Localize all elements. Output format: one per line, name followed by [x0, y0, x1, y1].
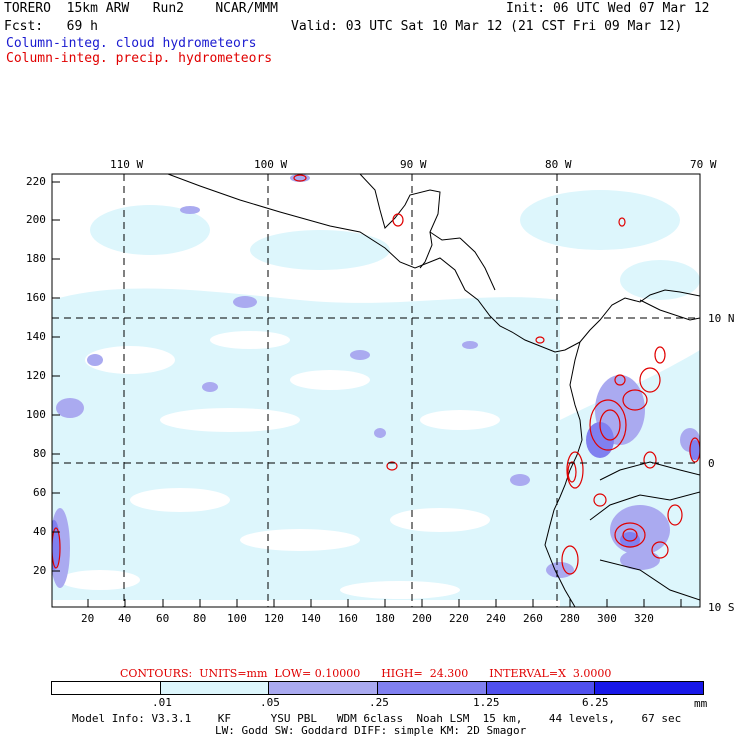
x-tick-label: 80	[193, 612, 207, 625]
x-tick-label: 220	[449, 612, 469, 625]
y-tick-label: 140	[26, 330, 46, 343]
y-tick-label: 200	[26, 213, 46, 226]
x-tick-label: 140	[301, 612, 321, 625]
cloud-shading-layer	[52, 174, 700, 607]
colorbar-label: .01	[152, 696, 172, 709]
colorbar-segment-4	[486, 682, 596, 694]
y-tick-label: 40	[33, 525, 47, 538]
x-tick-label: 240	[486, 612, 506, 625]
colorbar-segment-2	[269, 682, 379, 694]
x-tick-label: 20	[81, 612, 95, 625]
precip-contour-layer	[52, 174, 700, 575]
lon-label-110w: 110 W	[110, 158, 144, 171]
coastline-layer	[167, 174, 700, 607]
x-tick-label: 200	[412, 612, 432, 625]
lat-lon-grid	[52, 174, 700, 607]
y-tick-label: 160	[26, 291, 46, 304]
map-frame	[51, 173, 701, 608]
precip-hydrometeors-label: Column-integ. precip. hydrometeors	[6, 51, 273, 66]
y-tick-label: 220	[26, 175, 46, 188]
axis-ticks	[52, 181, 682, 607]
x-tick-label: 160	[338, 612, 358, 625]
header-forecast-hour: Fcst: 69 h	[4, 19, 98, 34]
x-tick-label: 120	[264, 612, 284, 625]
lon-label-90w: 90 W	[400, 158, 427, 171]
header-left-line1: TORERO 15km ARW Run2 NCAR/MMM	[4, 1, 278, 16]
x-tick-label: 180	[375, 612, 395, 625]
y-tick-label: 20	[33, 564, 47, 577]
y-tick-label: 60	[33, 486, 47, 499]
colorbar-label: 1.25	[473, 696, 500, 709]
y-tick-label: 180	[26, 252, 46, 265]
colorbar	[51, 681, 704, 695]
x-tick-label: 320	[634, 612, 654, 625]
lon-label-100w: 100 W	[254, 158, 288, 171]
contour-info: CONTOURS: UNITS=mm LOW= 0.10000 HIGH= 24…	[120, 667, 612, 680]
colorbar-label: .25	[369, 696, 389, 709]
lon-label-70w: 70 W	[690, 158, 717, 171]
colorbar-segment-0	[52, 682, 161, 694]
header-init-time: Init: 06 UTC Wed 07 Mar 12	[506, 1, 710, 16]
colorbar-segment-5	[595, 682, 704, 694]
colorbar-units: mm	[694, 697, 708, 710]
y-tick-label: 120	[26, 369, 46, 382]
x-tick-label: 100	[227, 612, 247, 625]
colorbar-segment-3	[378, 682, 487, 694]
lat-label-10n: 10 N	[708, 312, 735, 325]
lat-label-equator: 0	[708, 457, 715, 470]
colorbar-label: .05	[260, 696, 280, 709]
colorbar-label: 6.25	[582, 696, 609, 709]
x-tick-label: 280	[560, 612, 580, 625]
model-info-line2: LW: Godd SW: Goddard DIFF: simple KM: 2D…	[215, 724, 527, 737]
lon-label-80w: 80 W	[545, 158, 572, 171]
cloud-hydrometeors-label: Column-integ. cloud hydrometeors	[6, 36, 257, 51]
y-tick-label: 80	[33, 447, 47, 460]
colorbar-segment-1	[160, 682, 270, 694]
y-tick-label: 100	[26, 408, 46, 421]
x-tick-label: 60	[156, 612, 170, 625]
header-valid-time: Valid: 03 UTC Sat 10 Mar 12 (21 CST Fri …	[291, 19, 683, 34]
model-info-line1: Model Info: V3.3.1 KF YSU PBL WDM 6class…	[72, 712, 682, 725]
lat-label-10s: 10 S	[708, 601, 735, 614]
x-tick-label: 260	[523, 612, 543, 625]
x-tick-label: 300	[597, 612, 617, 625]
x-tick-label: 40	[118, 612, 132, 625]
